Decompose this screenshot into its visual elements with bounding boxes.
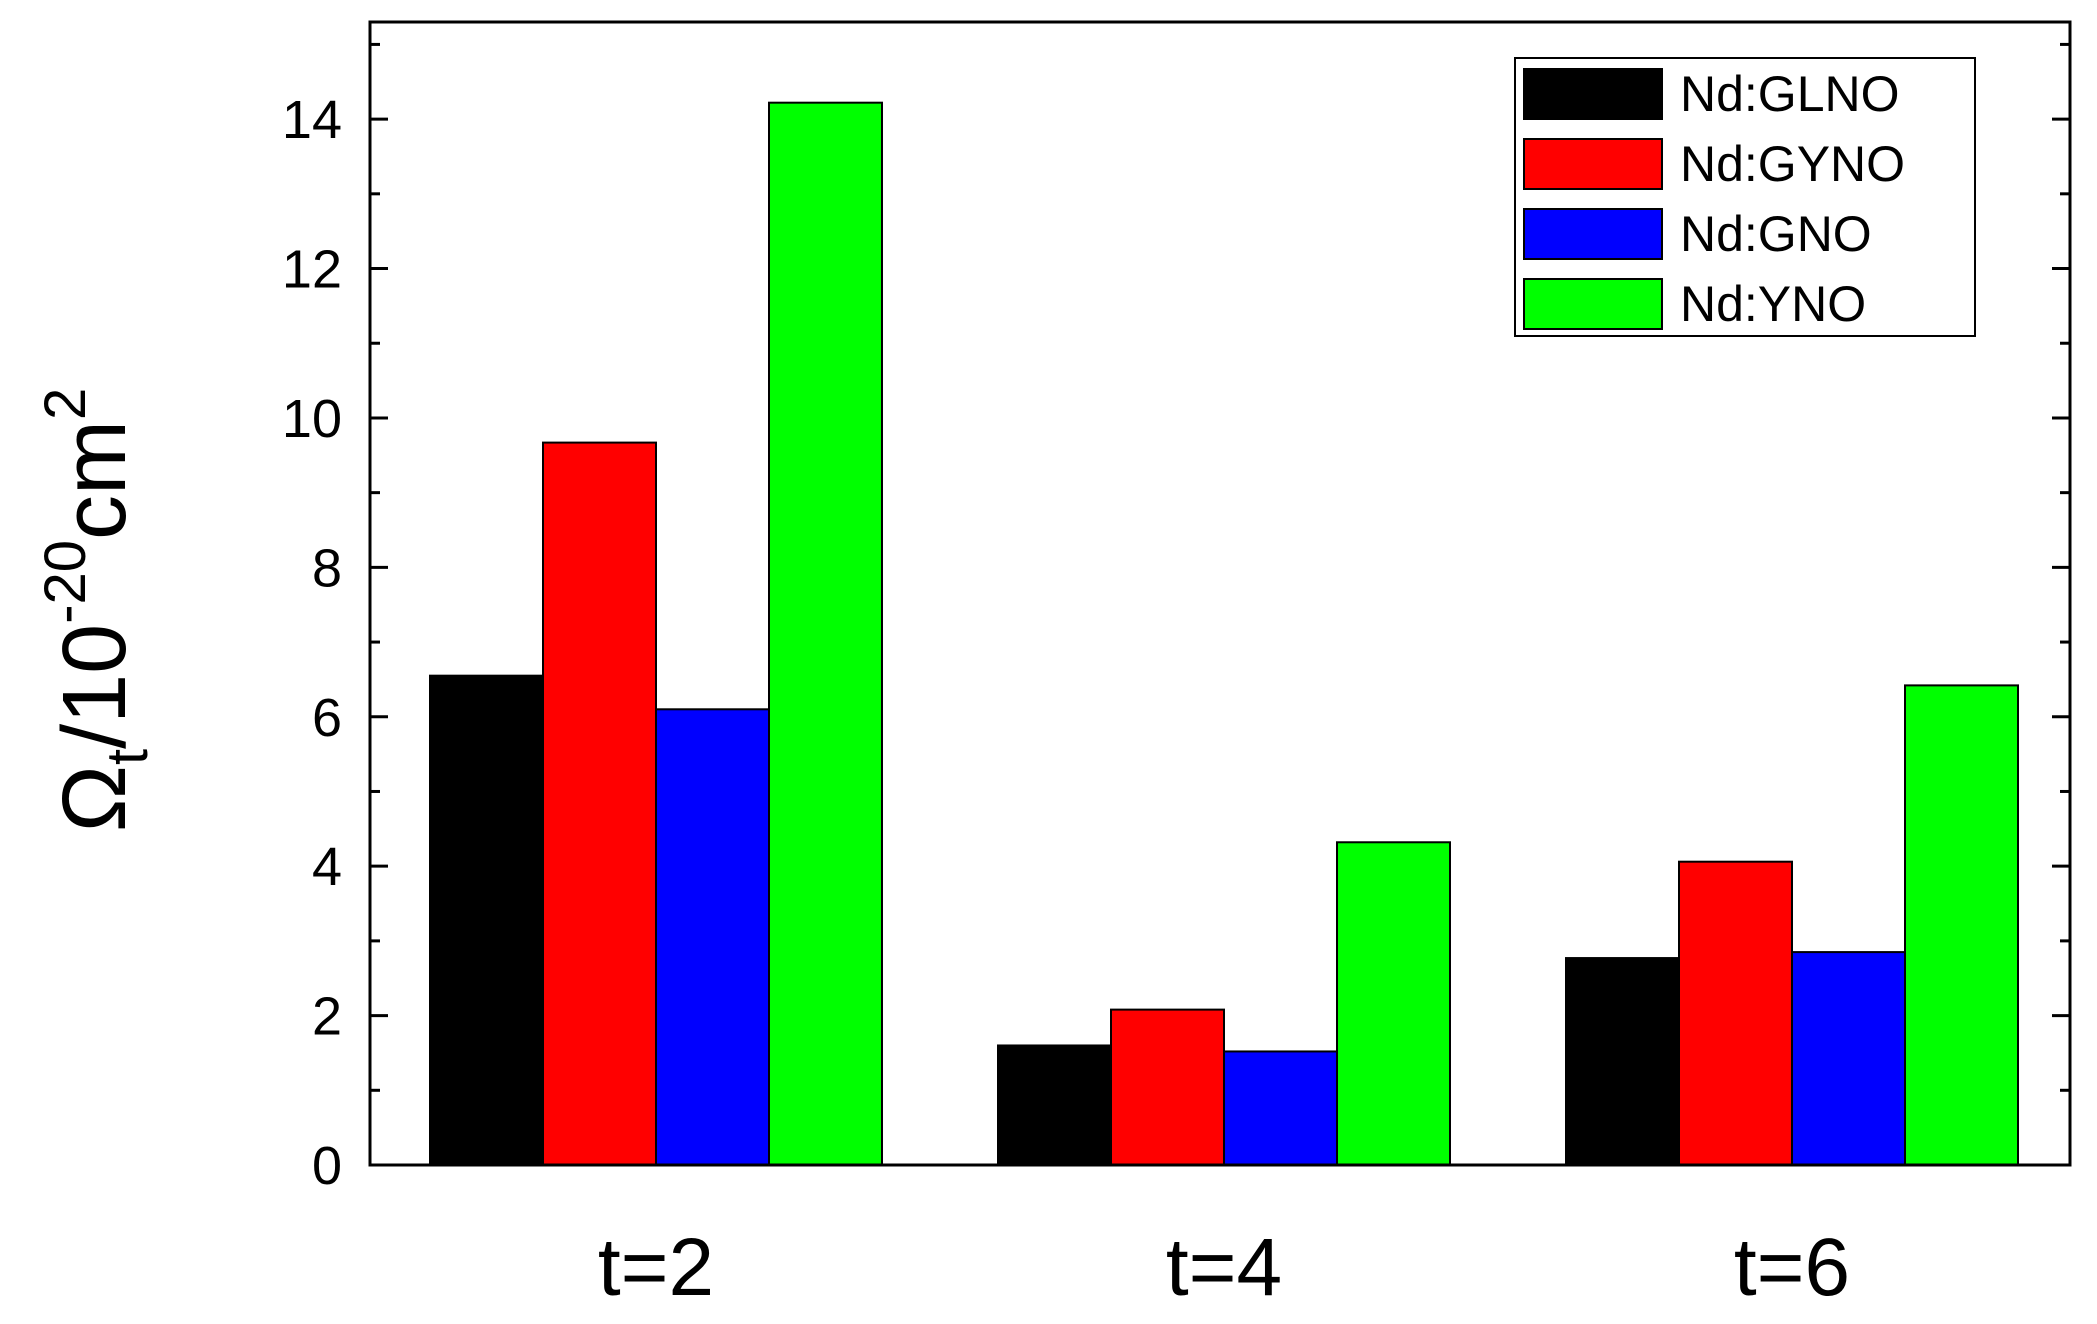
y-tick-label: 10 <box>282 389 342 449</box>
x-category-label: t=4 <box>1166 1222 1282 1313</box>
bar-nd-gyno-t2 <box>542 441 657 1166</box>
y-tick-label: 4 <box>312 837 342 897</box>
legend-label: Nd:GLNO <box>1680 66 1900 122</box>
legend-swatch <box>1523 68 1663 120</box>
y-axis-exponent2: 2 <box>33 388 98 420</box>
bar-nd-yno-t2 <box>768 101 883 1166</box>
plot-frame <box>368 20 2072 1167</box>
y-tick-label: 6 <box>312 688 342 748</box>
legend-label: Nd:YNO <box>1680 276 1866 332</box>
bar-nd-gyno-t6 <box>1678 860 1793 1166</box>
legend: Nd:GLNO Nd:GYNO Nd:GNO Nd:YNO <box>1514 57 1976 337</box>
bar-nd-yno-t6 <box>1904 684 2019 1166</box>
legend-label: Nd:GYNO <box>1680 136 1905 192</box>
x-category-label: t=6 <box>1734 1222 1850 1313</box>
legend-label: Nd:GNO <box>1680 206 1872 262</box>
bar-nd-gno-t4 <box>1223 1050 1338 1166</box>
y-axis-exponent: -20 <box>33 540 98 624</box>
y-tick-label: 0 <box>312 1136 342 1196</box>
x-axis: t=2 t=4 t=6 <box>598 1222 1850 1313</box>
bar-nd-gyno-t4 <box>1110 1008 1225 1166</box>
y-axis-subscript: t <box>95 749 160 765</box>
y-axis-symbol: Ω <box>45 765 145 832</box>
bar-nd-glno-t4 <box>997 1044 1112 1166</box>
y-tick-label: 12 <box>282 240 342 300</box>
bar-nd-glno-t2 <box>429 674 544 1166</box>
y-axis-unit2: cm <box>45 420 145 540</box>
bar-nd-glno-t6 <box>1565 957 1680 1166</box>
y-axis-title: Ωt/10-20cm2 <box>33 388 160 833</box>
legend-swatch <box>1523 138 1663 190</box>
bar-nd-gno-t6 <box>1791 951 1906 1167</box>
bar-nd-yno-t4 <box>1336 841 1451 1166</box>
x-category-label: t=2 <box>598 1222 714 1313</box>
y-tick-label: 2 <box>312 987 342 1047</box>
legend-swatch <box>1523 278 1663 330</box>
bar-nd-gno-t2 <box>655 708 770 1166</box>
svg-text:Ωt/10-20cm2: Ωt/10-20cm2 <box>33 388 160 833</box>
legend-swatch <box>1523 208 1663 260</box>
y-axis: 0 2 4 6 8 10 12 14 <box>282 42 2070 1196</box>
y-tick-label: 8 <box>312 538 342 598</box>
y-tick-label: 14 <box>282 90 342 150</box>
bars-layer <box>429 101 2019 1167</box>
y-axis-unit: /10 <box>45 624 145 749</box>
